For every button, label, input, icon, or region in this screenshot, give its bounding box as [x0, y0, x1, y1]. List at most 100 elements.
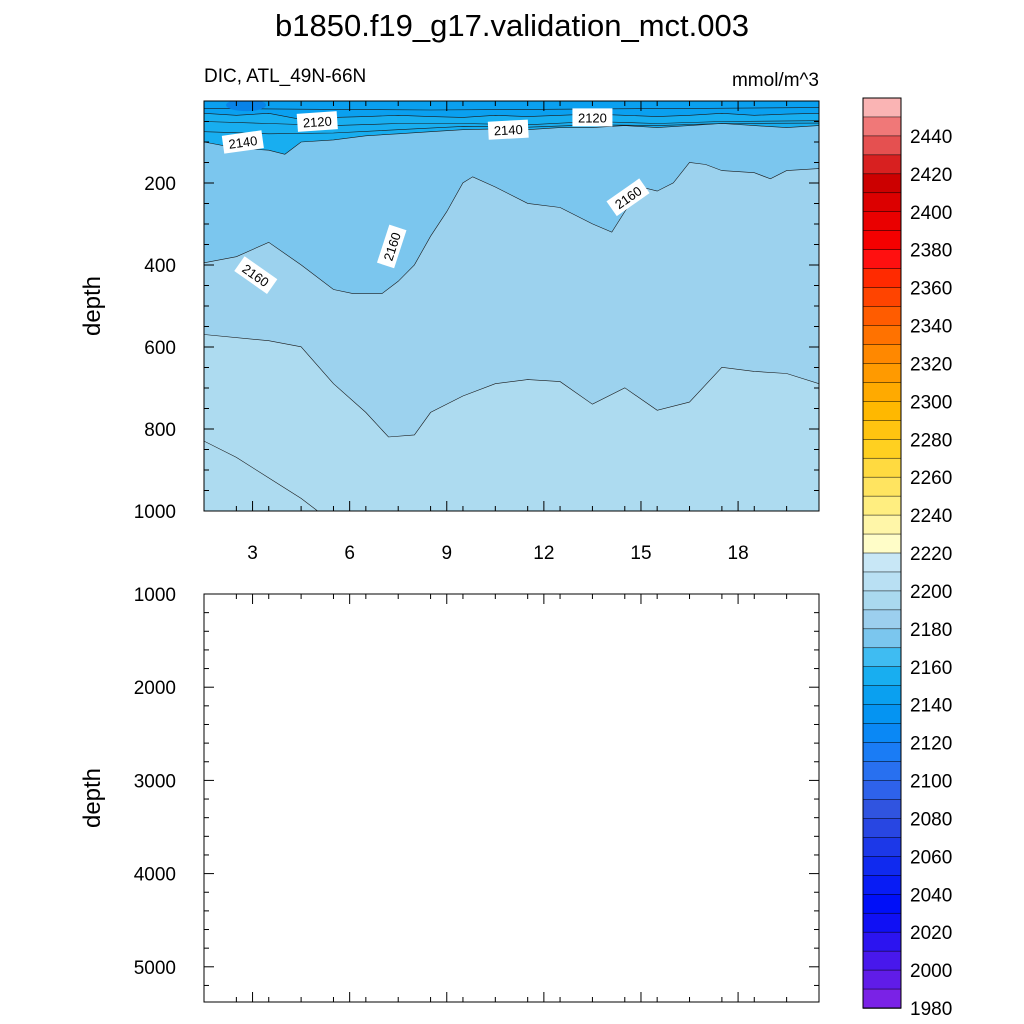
contour-label-group: 2120 [572, 108, 613, 127]
colorbar-label: 2200 [910, 582, 952, 603]
colorbar-label: 2400 [910, 203, 952, 224]
colorbar-swatch [862, 666, 902, 687]
deep-ocean-panel: 218022002200222010002000300040005000 [134, 585, 820, 1003]
y-tick-label: 1000 [134, 585, 176, 606]
colorbar: 2440 2420 2400 2380 2360 2340 2320 2300 2280 2260… [862, 97, 952, 1020]
y-tick-label: 3000 [134, 771, 176, 792]
colorbar-swatch [862, 135, 902, 156]
y-tick-label: 400 [144, 256, 176, 277]
colorbar-label: 2220 [910, 544, 952, 565]
y-tick-label: 4000 [134, 865, 176, 886]
colorbar-swatch [862, 647, 902, 668]
y-tick-label: 600 [144, 338, 176, 359]
colorbar-swatch [862, 249, 902, 270]
contour-line-2110 [204, 107, 819, 111]
y-tick-label: 1000 [134, 502, 176, 523]
colorbar-label: 2140 [910, 696, 952, 717]
colorbar-swatch [862, 533, 902, 554]
colorbar-label: 2320 [910, 354, 952, 375]
colorbar-swatch [862, 894, 902, 914]
colorbar-swatch [862, 590, 902, 611]
colorbar-swatch [862, 306, 902, 327]
colorbar-swatch [862, 211, 902, 232]
colorbar-label: 2360 [910, 279, 952, 300]
contour-label-group: 2140 [487, 119, 529, 140]
colorbar-swatch [862, 988, 902, 1009]
contour-label-bg [296, 111, 338, 132]
bottom-y-axis-label: depth [79, 768, 106, 828]
contour-label-group: 2140 [221, 130, 264, 154]
colorbar-swatch [862, 154, 902, 175]
colorbar-swatch [862, 837, 902, 858]
contour-line-2180 [204, 334, 819, 438]
upper-ocean-panel: 2120 212021402140216021602160200400600800… [134, 100, 820, 564]
colorbar-label: 2260 [910, 468, 952, 489]
figure-title: b1850.f19_g17.validation_mct.003 [275, 8, 749, 43]
colorbar-swatch [862, 931, 902, 952]
colorbar-swatch [862, 950, 902, 971]
colorbar-swatch [862, 723, 902, 744]
colorbar-swatch [862, 457, 902, 478]
y-tick-label: 5000 [134, 958, 176, 979]
contour-label: 2120 [302, 113, 332, 130]
y-tick-label: 200 [144, 174, 176, 195]
colorbar-swatch [862, 875, 902, 896]
top-y-axis-label: depth [79, 276, 106, 336]
x-tick-label: 3 [247, 543, 258, 564]
colorbar-swatch [862, 192, 902, 213]
colorbar-swatch [862, 495, 902, 516]
colorbar-swatch [862, 382, 902, 403]
x-tick-label: 18 [728, 543, 749, 564]
colorbar-swatch [862, 97, 902, 118]
colorbar-swatch [862, 685, 902, 706]
colorbar-swatch [862, 628, 902, 649]
colorbar-swatch [862, 514, 902, 535]
contour-label-bg [376, 224, 407, 269]
contour-line-2190 [204, 440, 318, 511]
contour-label: 2140 [493, 122, 523, 138]
colorbar-label: 2060 [910, 847, 952, 868]
colorbar-swatch [862, 439, 902, 459]
plot-frame [203, 593, 820, 1003]
colorbar-swatch [862, 969, 902, 990]
colorbar-swatch [862, 780, 902, 801]
colorbar-label: 2120 [910, 734, 952, 755]
no-data-area [204, 594, 819, 1002]
contour-label-bg [572, 108, 613, 127]
contour-label: 2120 [578, 110, 607, 125]
contour-label-group: 2160 [376, 224, 407, 269]
colorbar-swatch [862, 325, 902, 346]
colorbar-label: 2040 [910, 885, 952, 906]
contour-label-bg [221, 130, 264, 154]
colorbar-label: 2380 [910, 241, 952, 262]
colorbar-swatch [862, 571, 902, 592]
colorbar-label: 2420 [910, 165, 952, 186]
variable-subtitle: DIC, ATL_49N-66N [204, 66, 366, 87]
colorbar-swatch [862, 287, 902, 308]
colorbar-swatch [862, 704, 902, 725]
contour-label-bg [487, 119, 529, 140]
colorbar-swatch [862, 799, 902, 820]
colorbar-swatch [862, 344, 902, 365]
units-subtitle: mmol/m^3 [732, 70, 819, 91]
x-tick-label: 6 [344, 543, 355, 564]
colorbar-swatch [862, 401, 902, 422]
band-2100 [204, 101, 819, 120]
colorbar-swatch [862, 552, 902, 573]
colorbar-label: 2100 [910, 772, 952, 793]
colorbar-swatch [862, 912, 902, 933]
colorbar-swatch [862, 761, 902, 782]
contour-label-group: 2120 [296, 111, 338, 132]
y-tick-label: 800 [144, 420, 176, 441]
colorbar-label: 2160 [910, 658, 952, 679]
colorbar-label: 2000 [910, 961, 952, 982]
colorbar-swatch [862, 742, 902, 763]
contour-line-2160 [204, 162, 819, 294]
colorbar-label: 2280 [910, 430, 952, 451]
contour-label-bg [234, 256, 278, 294]
colorbar-label: 2440 [910, 127, 952, 148]
x-tick-label: 15 [630, 543, 651, 564]
colorbar-swatch [862, 420, 902, 440]
